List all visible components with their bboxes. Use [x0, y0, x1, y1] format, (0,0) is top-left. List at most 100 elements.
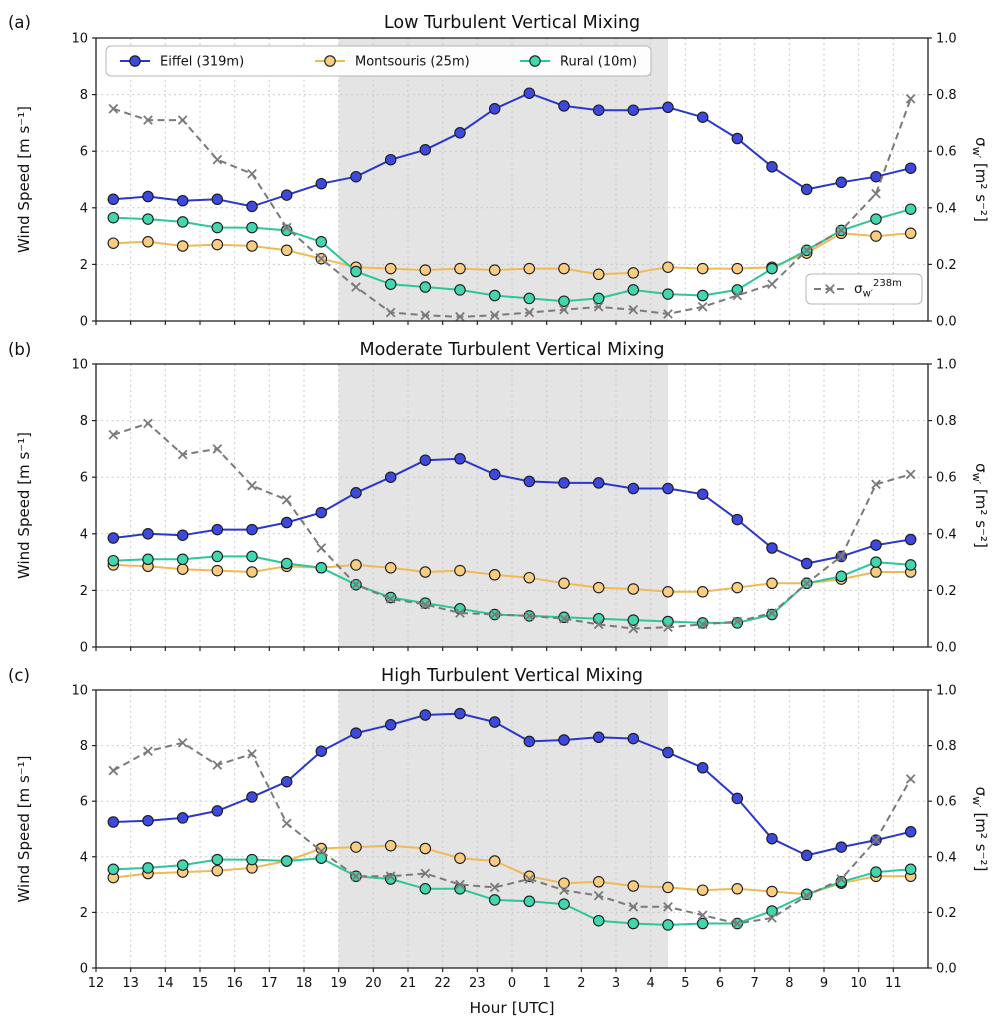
circle-marker — [176, 194, 189, 207]
tick-marks — [92, 363, 932, 651]
gridlines — [96, 38, 928, 321]
circle-marker — [454, 707, 466, 720]
x-tick-label: 18 — [296, 976, 313, 991]
legend-box — [105, 45, 652, 77]
circle-marker — [350, 265, 362, 278]
series-rural-line — [113, 208, 911, 303]
x-marker — [108, 103, 119, 114]
circle-marker — [662, 586, 674, 598]
x-marker — [767, 608, 777, 618]
circle-marker — [454, 564, 466, 577]
night-shading-region — [338, 38, 668, 321]
series-rural-line — [113, 857, 911, 926]
circle-marker — [107, 237, 120, 249]
circle-marker — [211, 550, 224, 563]
x-marker — [351, 579, 361, 590]
y-tick-label-left: 8 — [80, 88, 88, 103]
tick-marks — [92, 37, 932, 325]
circle-marker — [696, 884, 709, 896]
series-sigma-238m — [108, 94, 916, 322]
x-marker — [905, 469, 916, 480]
circle-marker — [904, 559, 917, 571]
ylabel-sigma-w: σw′ [m² s⁻²] — [971, 463, 991, 548]
y-tick-label-right: 0.6 — [936, 471, 957, 486]
circle-marker — [488, 468, 501, 481]
x-marker — [108, 429, 119, 440]
circle-marker — [696, 617, 709, 629]
y-tick-label-right: 0.6 — [936, 795, 957, 810]
x-marker — [593, 619, 604, 630]
circle-marker — [870, 539, 882, 551]
circle-marker — [766, 161, 778, 173]
y-tick-label-left: 10 — [71, 32, 88, 47]
circle-marker — [766, 905, 778, 917]
x-marker — [801, 245, 812, 256]
circle-marker — [835, 570, 848, 583]
x-marker — [489, 882, 500, 893]
circle-marker — [246, 523, 258, 536]
circle-marker — [731, 513, 744, 526]
circle-marker — [592, 581, 605, 594]
circle-marker — [627, 104, 640, 116]
circle-marker — [419, 454, 432, 466]
x-marker — [247, 169, 257, 179]
x-tick-label: 20 — [365, 976, 382, 991]
circle-marker — [800, 183, 813, 196]
x-marker — [420, 310, 431, 321]
panel-letter-label: (b) — [8, 340, 31, 359]
circle-marker — [731, 262, 744, 275]
x-marker — [281, 495, 292, 505]
x-marker — [281, 222, 292, 233]
circle-marker — [211, 238, 224, 251]
circle-marker — [662, 101, 674, 114]
panel-letter-label: (c) — [8, 666, 30, 685]
circle-marker — [488, 569, 501, 581]
series-rural — [107, 852, 917, 931]
x-marker — [177, 737, 188, 748]
circle-marker — [627, 732, 640, 745]
circle-marker — [558, 295, 570, 307]
x-marker — [697, 619, 708, 630]
circle-marker — [350, 170, 362, 183]
circle-marker — [592, 731, 605, 744]
circle-marker — [662, 288, 674, 300]
y-tick-label-right: 1.0 — [936, 32, 957, 47]
x-tick-label: 13 — [122, 976, 139, 991]
circle-marker — [696, 488, 709, 500]
circle-marker — [731, 792, 744, 805]
x-marker — [628, 902, 639, 912]
circle-marker — [558, 477, 570, 489]
circle-marker — [280, 189, 293, 201]
panel-letter-label: (a) — [8, 13, 31, 32]
x-marker — [836, 874, 847, 884]
x-marker — [663, 309, 673, 319]
x-marker — [212, 444, 223, 454]
legend-sigma-x-marker — [825, 284, 835, 294]
x-tick-label: 9 — [820, 976, 828, 991]
circle-marker — [280, 244, 293, 257]
series-sigma-238m-line — [112, 422, 911, 630]
circle-marker — [176, 529, 189, 541]
gridlines — [96, 690, 928, 968]
circle-marker — [142, 528, 154, 540]
x-tick-label: 15 — [192, 976, 209, 991]
circle-marker — [904, 203, 917, 215]
y-tick-label-left: 0 — [80, 315, 88, 330]
circle-marker — [766, 832, 778, 845]
circle-marker — [488, 264, 501, 276]
y-tick-label-left: 2 — [80, 258, 88, 273]
x-marker — [212, 760, 223, 770]
x-tick-label: 1 — [543, 976, 551, 991]
circle-marker — [766, 542, 778, 554]
y-tick-label-right: 0.8 — [936, 88, 957, 103]
x-tick-label: 0 — [508, 976, 516, 991]
x-marker — [143, 115, 153, 125]
y-tick-label-right: 0.0 — [936, 962, 957, 977]
y-tick-label-right: 0.2 — [936, 258, 957, 273]
circle-marker — [419, 264, 432, 276]
y-tick-label-left: 0 — [80, 962, 88, 977]
circle-marker — [176, 563, 189, 575]
x-marker — [697, 302, 708, 312]
circle-marker — [662, 615, 674, 628]
y-tick-label-right: 0.4 — [936, 527, 957, 542]
